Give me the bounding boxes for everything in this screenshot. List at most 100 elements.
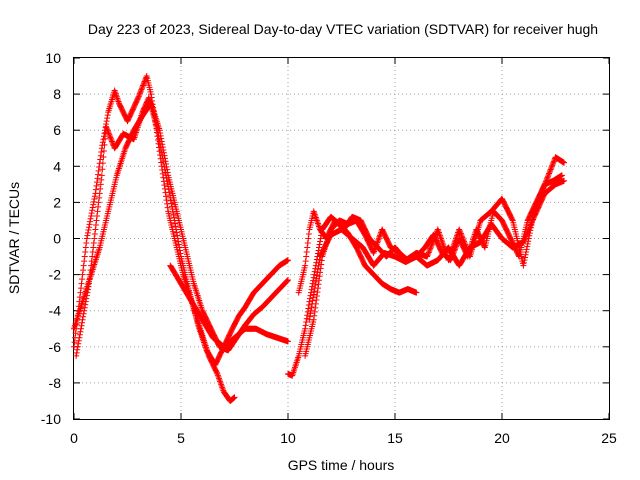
- data-point: [102, 135, 109, 142]
- data-point: [372, 244, 379, 251]
- data-point: [161, 155, 168, 162]
- data-point: [521, 236, 528, 243]
- data-point: [316, 256, 323, 263]
- data-point: [524, 230, 531, 237]
- data-point: [376, 233, 383, 240]
- data-point: [76, 331, 83, 338]
- data-point: [96, 190, 103, 197]
- data-point: [427, 245, 434, 252]
- data-point: [88, 212, 95, 219]
- data-point: [522, 234, 529, 241]
- data-point: [95, 199, 102, 206]
- data-point: [413, 289, 420, 296]
- data-point: [104, 112, 111, 119]
- data-point: [308, 304, 315, 311]
- data-point: [525, 226, 532, 233]
- data-point: [137, 87, 144, 94]
- data-point: [458, 231, 465, 238]
- data-point: [157, 132, 164, 139]
- data-point: [74, 346, 81, 353]
- data-point: [522, 251, 529, 258]
- data-point: [92, 186, 99, 193]
- series-track-d: [167, 262, 291, 350]
- data-point: [426, 246, 433, 253]
- data-point: [523, 232, 530, 239]
- data-point: [549, 161, 556, 168]
- data-point: [310, 274, 317, 281]
- data-point: [159, 144, 166, 151]
- data-point: [310, 277, 317, 284]
- data-point: [302, 325, 309, 332]
- data-point: [160, 146, 167, 153]
- data-point: [550, 159, 557, 166]
- data-point: [163, 193, 170, 200]
- data-point: [89, 207, 96, 214]
- data-point: [164, 204, 171, 211]
- data-point: [316, 273, 323, 280]
- data-point: [91, 235, 98, 242]
- data-point: [285, 277, 291, 284]
- y-axis-title: SDTVAR / TECUs: [6, 182, 22, 294]
- data-point: [520, 237, 527, 244]
- data-point: [88, 210, 95, 217]
- data-point: [159, 141, 166, 148]
- data-point: [375, 236, 382, 243]
- data-point: [109, 139, 116, 146]
- data-point: [104, 127, 111, 134]
- data-point: [163, 161, 170, 168]
- data-point: [168, 200, 175, 207]
- data-point: [311, 312, 318, 319]
- data-point: [311, 285, 318, 292]
- data-point: [94, 175, 101, 182]
- data-point: [78, 322, 85, 329]
- data-point: [100, 147, 107, 154]
- data-point: [160, 149, 167, 156]
- data-point: [373, 242, 380, 249]
- chart-title: Day 223 of 2023, Sidereal Day-to-day VTE…: [88, 21, 598, 37]
- data-point: [523, 246, 530, 253]
- data-point: [89, 249, 96, 256]
- data-point: [550, 158, 557, 165]
- data-point: [314, 289, 321, 296]
- data-point: [105, 130, 112, 137]
- data-point: [313, 296, 320, 303]
- data-point: [524, 229, 531, 236]
- data-point: [104, 115, 111, 122]
- data-point: [95, 171, 102, 178]
- data-point: [545, 171, 552, 178]
- data-point: [547, 167, 554, 174]
- data-point: [167, 197, 174, 204]
- data-point: [81, 258, 88, 265]
- data-point: [314, 269, 321, 276]
- data-point: [311, 288, 318, 295]
- data-point: [91, 193, 98, 200]
- data-point: [371, 247, 378, 254]
- data-point: [106, 131, 113, 138]
- data-point: [372, 245, 379, 252]
- data-point: [172, 220, 179, 227]
- data-point: [77, 325, 84, 332]
- data-point: [558, 172, 565, 179]
- data-point: [94, 208, 101, 215]
- data-point: [83, 240, 90, 247]
- data-point: [89, 204, 96, 211]
- data-point: [305, 235, 312, 242]
- data-point: [168, 203, 175, 210]
- data-point: [79, 319, 86, 326]
- data-point: [425, 250, 432, 257]
- data-point: [103, 118, 110, 125]
- data-point: [428, 242, 435, 249]
- data-point: [164, 166, 171, 173]
- data-point: [509, 216, 516, 223]
- data-point: [308, 307, 315, 314]
- data-point: [303, 315, 310, 322]
- data-point: [94, 179, 101, 186]
- x-tick-label: 10: [280, 430, 296, 446]
- data-point: [137, 89, 144, 96]
- data-point: [105, 129, 112, 136]
- data-point: [81, 253, 88, 260]
- data-point: [520, 239, 527, 246]
- data-point: [457, 229, 464, 236]
- data-point: [162, 158, 169, 165]
- data-point: [316, 244, 323, 251]
